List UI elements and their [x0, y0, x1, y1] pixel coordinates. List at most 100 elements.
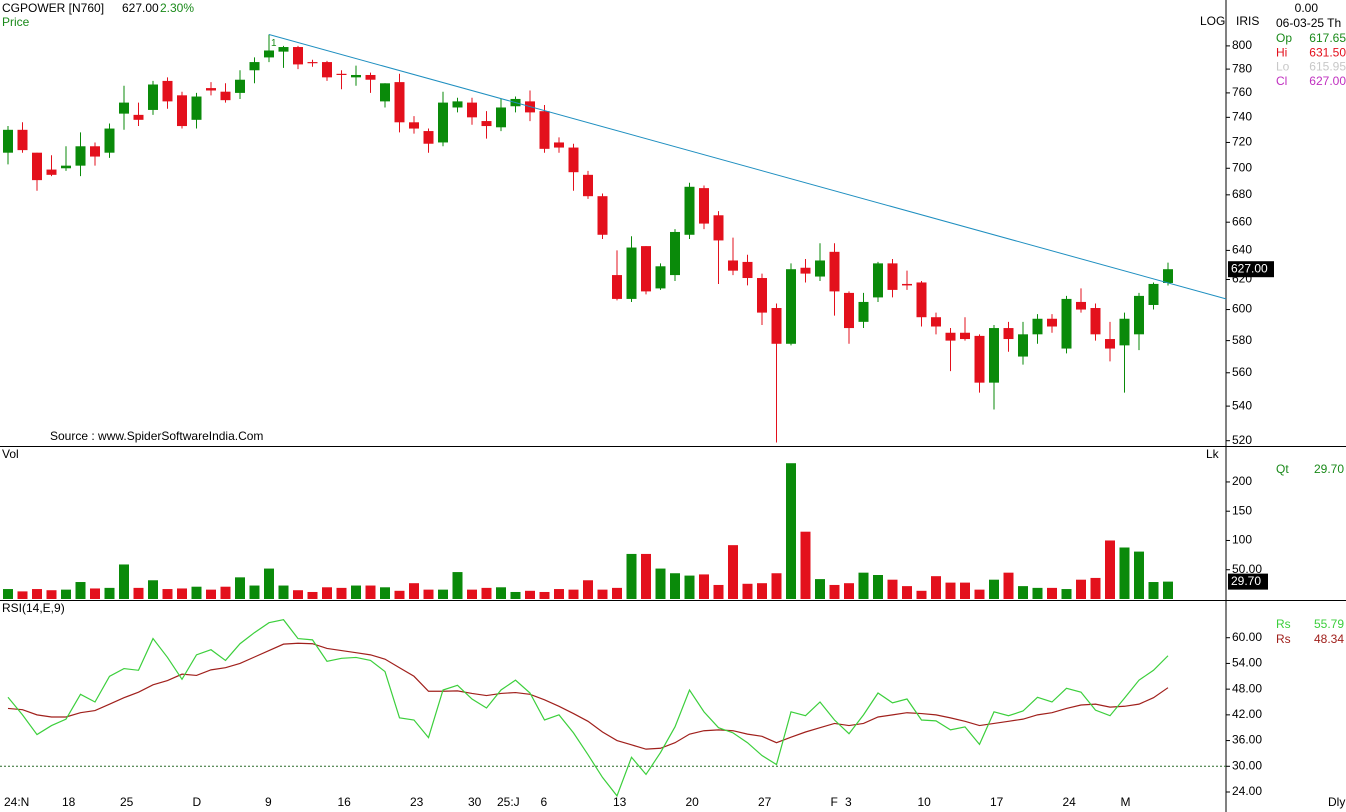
y-tick-label: 24.00 [1232, 784, 1262, 798]
candle-body [974, 335, 985, 383]
x-tick-label: 10 [918, 795, 932, 809]
volume-bar [771, 573, 782, 599]
volume-bar [1003, 572, 1014, 599]
y-tick-label: 150 [1232, 503, 1252, 517]
volume-bar [467, 589, 477, 599]
candle-body [46, 169, 57, 175]
candle-body [684, 186, 695, 235]
volume-bar [800, 531, 811, 599]
legend-name: Rs [1276, 632, 1291, 646]
volume-bar [104, 587, 115, 599]
info-value: 615.95 [1309, 60, 1346, 74]
y-tick-label: 680 [1232, 187, 1252, 201]
x-tick-label: 9 [265, 795, 272, 809]
legend-value: 55.79 [1314, 617, 1344, 631]
y-tick-label: 36.00 [1232, 733, 1262, 747]
volume-bar [684, 575, 695, 599]
volume-bar [1076, 579, 1086, 599]
volume-bar [133, 587, 144, 599]
y-tick-label: 700 [1232, 160, 1252, 174]
candle-body [568, 147, 579, 173]
candle-body [670, 231, 680, 276]
candle-body [815, 260, 825, 277]
volume-bar [1148, 582, 1159, 599]
candle-body [902, 283, 912, 286]
candle-body [148, 84, 158, 110]
value-box-label: 29.70 [1231, 574, 1261, 588]
candle-body [597, 196, 608, 235]
info-name: Lo [1276, 60, 1290, 74]
candle-body [844, 292, 854, 329]
candle-body [873, 263, 883, 298]
info-value: 627.00 [1309, 74, 1346, 88]
volume-bar [945, 582, 956, 599]
volume-bar [394, 590, 405, 599]
candle-body [104, 128, 115, 153]
chart-title: CGPOWER [N760] [2, 1, 104, 15]
volume-bar [713, 584, 724, 599]
candle-body [1018, 334, 1028, 357]
candle-body [1061, 298, 1072, 349]
candle-body [278, 47, 289, 52]
y-tick-label: 100 [1232, 533, 1252, 547]
legend-value: 48.34 [1314, 632, 1344, 646]
x-tick-label: 18 [62, 795, 76, 809]
frequency: Dly [1328, 795, 1345, 809]
volume-bar [815, 579, 825, 599]
date: 06-03-25 Th [1276, 16, 1341, 30]
candle-body [249, 62, 260, 71]
candle-body [800, 267, 811, 274]
volume-bar [162, 589, 173, 599]
candle-body [713, 215, 724, 241]
x-tick-label: 30 [468, 795, 482, 809]
candle-body [481, 121, 492, 127]
candle-body [916, 282, 927, 318]
volume-bar [452, 572, 463, 599]
x-tick-label: 13 [613, 795, 627, 809]
x-tick-label: D [193, 795, 202, 809]
info-value: 617.65 [1309, 31, 1346, 45]
candle-body [133, 114, 144, 120]
y-tick-label: 54.00 [1232, 656, 1262, 670]
candle-body [1119, 318, 1130, 346]
candle-body [1105, 339, 1115, 349]
candle-body [1076, 301, 1086, 310]
volume-bar [90, 588, 100, 599]
trendline-label: 1 [271, 38, 277, 49]
candle-body [1148, 283, 1159, 305]
subtitle: Price [2, 15, 30, 29]
candle-body [786, 269, 796, 344]
volume-bar [409, 583, 419, 599]
volume-bar [177, 588, 187, 599]
candle-body [641, 246, 651, 292]
volume-bar [829, 584, 840, 599]
y-tick-label: 580 [1232, 333, 1252, 347]
candle-body [438, 102, 448, 143]
price-box [1228, 261, 1274, 278]
rsi-line [7, 642, 1169, 750]
candle-body [1003, 328, 1014, 340]
y-tick-label: 520 [1232, 433, 1252, 447]
volume-bar [525, 590, 535, 599]
candle-body [119, 102, 129, 114]
volume-bar [960, 582, 970, 599]
candle-body [931, 317, 941, 327]
candle-body [336, 73, 347, 75]
candle-body [1163, 269, 1173, 283]
candle-body [887, 263, 898, 290]
volume-bar [220, 586, 231, 599]
candle-body [728, 260, 738, 271]
volume-bar [423, 589, 434, 599]
volume-bar [307, 591, 318, 599]
candle-body [177, 95, 187, 127]
volume-bar [46, 590, 57, 599]
y-tick-label: 720 [1232, 135, 1252, 149]
info-value: 631.50 [1309, 45, 1346, 59]
y-tick-label: 42.00 [1232, 707, 1262, 721]
candle-body [1032, 318, 1043, 335]
volume-bar [583, 580, 593, 599]
candle-body [829, 251, 840, 292]
volume-bar [728, 545, 738, 599]
volume-bar [742, 583, 753, 599]
volume-bar [336, 587, 347, 599]
